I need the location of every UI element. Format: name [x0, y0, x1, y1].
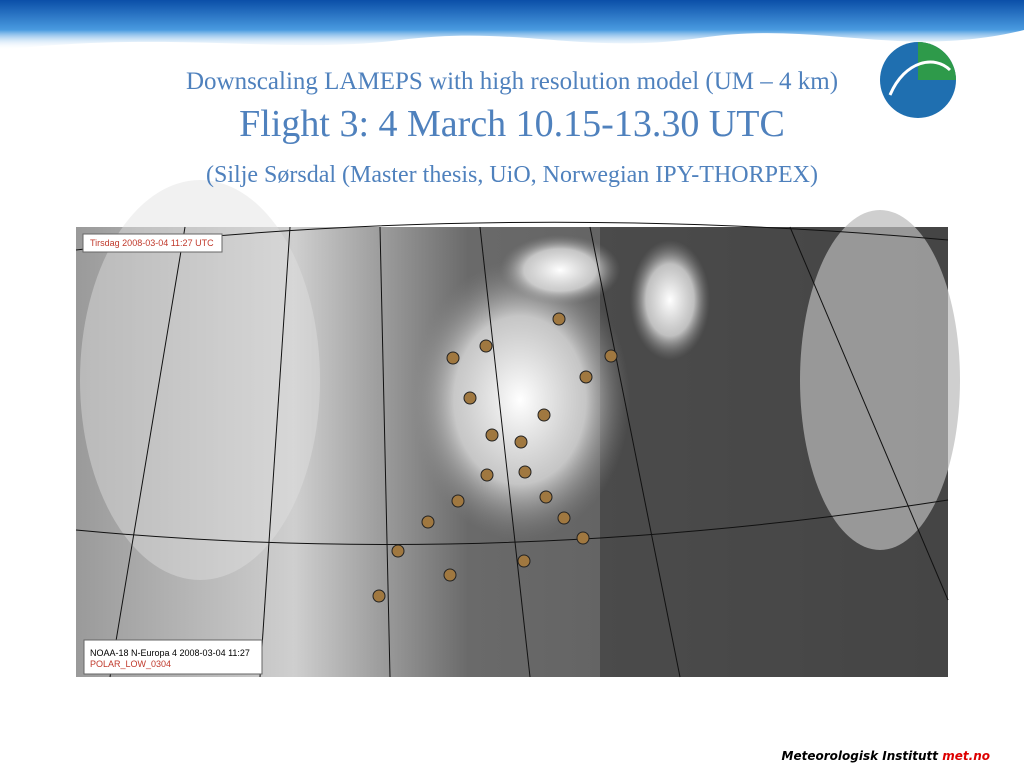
logo-segment: [918, 42, 956, 80]
footer-institute: Meteorologisk Institutt: [782, 749, 940, 763]
logo-swirl: [888, 60, 952, 96]
header-wave: [0, 0, 1024, 50]
slide-title: Downscaling LAMEPS with high resolution …: [185, 68, 839, 95]
image-case: POLAR_LOW_0304: [90, 659, 171, 669]
satellite-image: [75, 180, 960, 678]
slide-credit: (Silje Sørsdal (Master thesis, UiO, Norw…: [206, 162, 818, 188]
image-source: NOAA-18 N-Europa 4 2008-03-04 11:27: [90, 648, 250, 658]
slide-subtitle: Flight 3: 4 March 10.15-13.30 UTC: [239, 103, 785, 145]
footer-site: met.no: [942, 749, 990, 763]
image-timestamp: Tirsdag 2008-03-04 11:27 UTC: [90, 238, 214, 248]
